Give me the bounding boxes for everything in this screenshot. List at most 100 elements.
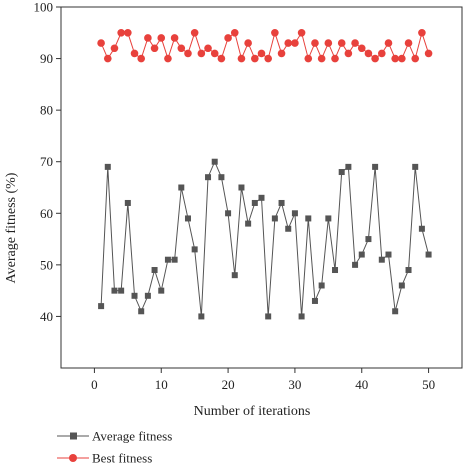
data-point xyxy=(138,308,145,315)
legend-marker xyxy=(69,454,77,462)
data-point xyxy=(418,225,425,232)
data-point xyxy=(318,282,325,289)
series-layer xyxy=(97,28,433,320)
data-point xyxy=(184,215,191,222)
x-tick-label: 0 xyxy=(91,377,98,392)
data-point xyxy=(258,194,265,201)
data-point xyxy=(264,54,272,63)
axis-ticks: 0 10 20 30 40 50 40 50 60 70 80 90 100 xyxy=(34,0,436,392)
series-average-fitness xyxy=(98,158,432,320)
data-point xyxy=(398,282,405,289)
data-point xyxy=(352,261,359,268)
data-point xyxy=(197,49,206,58)
data-point xyxy=(298,313,305,320)
data-point xyxy=(210,49,219,58)
data-point xyxy=(103,54,112,63)
data-point xyxy=(364,49,373,58)
data-point xyxy=(391,54,399,63)
data-point xyxy=(405,267,412,274)
data-point xyxy=(104,163,111,170)
data-point xyxy=(278,199,285,206)
x-tick-label: 30 xyxy=(288,377,301,392)
data-point xyxy=(230,28,239,37)
data-point xyxy=(351,39,359,47)
data-point xyxy=(425,251,432,258)
data-point xyxy=(385,251,392,258)
data-point xyxy=(332,267,339,274)
data-point xyxy=(130,49,139,58)
legend-item-best-fitness: Best fitness xyxy=(57,451,152,466)
data-point xyxy=(158,287,165,294)
data-point xyxy=(211,158,218,165)
data-point xyxy=(251,54,259,63)
data-point xyxy=(277,49,286,58)
data-point xyxy=(110,44,119,53)
legend-label: Best fitness xyxy=(92,451,152,466)
data-point xyxy=(304,54,313,63)
data-point xyxy=(285,225,292,232)
data-point xyxy=(317,54,326,63)
data-point xyxy=(297,28,306,37)
data-point xyxy=(177,44,186,53)
data-point xyxy=(191,246,198,253)
data-point xyxy=(97,39,105,47)
y-tick-label: 60 xyxy=(40,206,53,221)
data-point xyxy=(131,292,138,299)
data-point xyxy=(111,287,118,294)
data-point xyxy=(124,28,132,37)
data-point xyxy=(392,308,399,315)
data-point xyxy=(398,54,406,63)
data-point xyxy=(198,313,205,320)
data-point xyxy=(157,34,166,42)
data-point xyxy=(378,49,386,58)
data-point xyxy=(237,54,246,63)
data-point xyxy=(265,313,272,320)
y-axis-label: Average fitness (%) xyxy=(4,172,19,283)
data-point xyxy=(117,28,125,37)
data-point xyxy=(424,49,433,58)
data-point xyxy=(224,34,232,42)
plot-axes xyxy=(60,6,463,369)
data-point xyxy=(384,39,393,47)
data-point xyxy=(204,44,212,53)
data-point xyxy=(98,303,105,310)
data-point xyxy=(170,34,179,42)
x-axis-label: Number of iterations xyxy=(194,404,311,419)
x-tick-label: 40 xyxy=(355,377,368,392)
data-point xyxy=(337,39,346,47)
data-point xyxy=(137,54,145,63)
data-point xyxy=(190,28,199,37)
data-point xyxy=(372,163,379,170)
data-point xyxy=(378,256,385,263)
series-best-fitness xyxy=(97,28,433,63)
data-point xyxy=(231,272,238,279)
data-point xyxy=(178,184,185,191)
data-point xyxy=(271,215,278,222)
data-point xyxy=(144,34,152,42)
data-point xyxy=(218,174,225,181)
y-tick-label: 40 xyxy=(40,309,53,324)
data-point xyxy=(184,49,192,58)
x-tick-label: 10 xyxy=(155,377,168,392)
series-line-average-fitness xyxy=(100,160,430,317)
y-tick-label: 70 xyxy=(40,154,53,169)
data-point xyxy=(124,199,131,206)
data-point xyxy=(284,39,293,47)
data-point xyxy=(404,39,413,47)
data-point xyxy=(324,39,333,47)
data-point xyxy=(144,292,151,299)
data-point xyxy=(291,39,299,47)
data-point xyxy=(291,210,298,217)
data-point xyxy=(225,210,232,217)
data-point xyxy=(217,54,226,63)
legend-marker xyxy=(70,432,77,440)
data-point xyxy=(344,49,353,58)
data-point xyxy=(412,163,419,170)
data-point xyxy=(311,297,318,304)
data-point xyxy=(164,256,171,263)
data-point xyxy=(244,39,252,47)
data-point xyxy=(150,44,159,53)
data-point xyxy=(245,220,252,227)
data-point xyxy=(365,236,372,243)
